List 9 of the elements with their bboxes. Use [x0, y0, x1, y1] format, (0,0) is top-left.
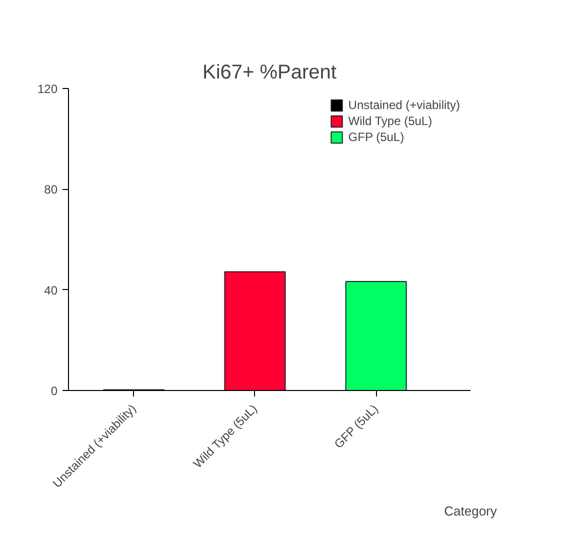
y-tick-label: 0: [50, 384, 58, 398]
x-axis-title: Category: [444, 503, 498, 518]
legend-label: GFP (5uL): [348, 130, 404, 144]
y-tick-label: 120: [37, 82, 58, 96]
y-tick-label: 80: [44, 182, 58, 197]
y-tick-label: 40: [44, 283, 58, 298]
chart-title: Ki67+ %Parent: [202, 62, 337, 84]
legend-label: Wild Type (5uL): [348, 114, 432, 128]
legend-label: Unstained (+viability): [348, 98, 460, 112]
